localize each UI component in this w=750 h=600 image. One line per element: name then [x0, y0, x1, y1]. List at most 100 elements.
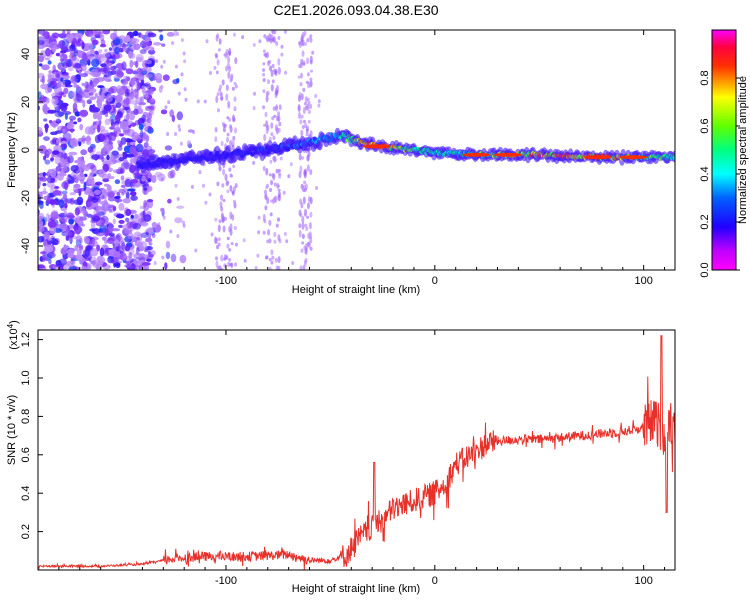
heatmap-cell: [130, 195, 139, 201]
heatmap-cell: [217, 108, 220, 113]
heatmap-cell: [107, 223, 114, 233]
heatmap-cell: [147, 178, 152, 183]
heatmap-cell: [146, 41, 153, 47]
heatmap-cell: [196, 99, 200, 104]
heatmap-cell: [227, 104, 231, 109]
heatmap-cell: [224, 51, 228, 59]
heatmap-cell: [267, 79, 270, 85]
heatmap-cell: [38, 212, 45, 221]
heatmap-cell: [122, 224, 129, 231]
heatmap-cell: [270, 132, 274, 137]
heatmap-cell: [64, 112, 68, 120]
heatmap-cell: [104, 49, 108, 53]
heatmap-cell: [40, 83, 49, 90]
heatmap-cell: [303, 180, 307, 185]
heatmap-cell: [298, 223, 302, 229]
heatmap-cell: [89, 106, 98, 113]
heatmap-cell: [272, 135, 276, 140]
heatmap-cell: [151, 98, 155, 103]
heatmap-cell: [135, 53, 144, 61]
heatmap-cell: [86, 99, 93, 105]
heatmap-cell: [232, 114, 235, 123]
heatmap-cell: [229, 228, 233, 236]
heatmap-cell: [63, 210, 67, 216]
heatmap-cell: [262, 230, 266, 235]
heatmap-cell: [74, 111, 81, 117]
heatmap-cell: [176, 32, 180, 36]
heatmap-cell: [309, 246, 313, 251]
heatmap-cell: [155, 59, 159, 64]
heatmap-cell: [63, 143, 68, 149]
heatmap-cell: [226, 180, 230, 186]
heatmap-cell: [52, 190, 62, 196]
heatmap-cell: [221, 121, 225, 126]
heatmap-cell: [142, 210, 146, 218]
heatmap-cell: [300, 129, 304, 137]
heatmap-cell: [144, 264, 150, 270]
heatmap-cell: [183, 59, 187, 64]
heatmap-cell: [291, 261, 295, 265]
heatmap-cell: [192, 130, 196, 135]
heatmap-cell: [62, 166, 67, 172]
heatmap-cell: [269, 65, 272, 72]
heatmap-cell: [167, 100, 171, 105]
heatmap-cell: [262, 89, 266, 93]
heatmap-cell: [111, 257, 119, 265]
heatmap-cell: [269, 212, 273, 217]
heatmap-cell: [62, 129, 66, 134]
heatmap-cell: [136, 74, 144, 78]
heatmap-cell: [54, 85, 63, 95]
heatmap-cell: [298, 153, 302, 161]
heatmap-cell: [144, 254, 150, 259]
heatmap-cell: [273, 30, 277, 35]
heatmap-cell: [298, 171, 302, 179]
heatmap-cell: [118, 133, 125, 137]
heatmap-cell: [66, 260, 75, 267]
heatmap-cell: [82, 99, 86, 108]
snr-x-ticks: -100 0 100: [58, 330, 666, 587]
heatmap-cell: [84, 81, 89, 90]
heatmap-cell: [300, 183, 304, 190]
heatmap-cell: [300, 114, 304, 119]
heatmap-cell: [177, 124, 181, 129]
heatmap-cell: [273, 157, 277, 162]
heatmap-cell: [77, 89, 85, 95]
heatmap-cell: [289, 162, 293, 167]
heatmap-cell: [69, 140, 77, 146]
heatmap-cell: [306, 164, 310, 172]
heatmap-cell: [120, 79, 129, 85]
heatmap-cell: [114, 179, 121, 185]
heatmap-cell: [179, 254, 187, 264]
heatmap-cell: [120, 184, 126, 188]
heatmap-cell: [77, 117, 82, 123]
heatmap-cell: [264, 189, 267, 195]
spectrogram-x-label: Height of straight line (km): [292, 284, 420, 296]
heatmap-cell: [85, 136, 92, 142]
heatmap-cell: [151, 175, 157, 183]
snr-plot-area: [38, 330, 675, 570]
heatmap-cell: [147, 251, 151, 255]
heatmap-cell: [186, 140, 192, 148]
snr-panel: -100 0 100 0.2 0.4 0.6 0.8 1.0 1.2 Height of st…: [6, 320, 676, 595]
heatmap-cell: [269, 188, 273, 192]
heatmap-cell: [273, 70, 277, 75]
heatmap-cell: [216, 59, 220, 66]
heatmap-cell: [93, 77, 100, 84]
heatmap-cell: [46, 196, 51, 204]
heatmap-cell: [92, 112, 98, 120]
heatmap-cell: [194, 248, 198, 253]
heatmap-cell: [275, 223, 279, 228]
heatmap-cell: [50, 211, 59, 220]
y-tick-label: -20: [20, 190, 32, 206]
heatmap-cell: [141, 85, 146, 94]
heatmap-cell: [47, 73, 52, 78]
heatmap-cell: [125, 208, 132, 216]
heatmap-cell: [282, 190, 286, 195]
heatmap-cell: [122, 187, 129, 195]
heatmap-cell: [302, 62, 306, 66]
heatmap-cell: [130, 141, 136, 146]
heatmap-cell: [273, 114, 277, 118]
heatmap-cell: [229, 211, 233, 220]
heatmap-cell: [74, 229, 78, 234]
heatmap-cell: [116, 88, 126, 96]
